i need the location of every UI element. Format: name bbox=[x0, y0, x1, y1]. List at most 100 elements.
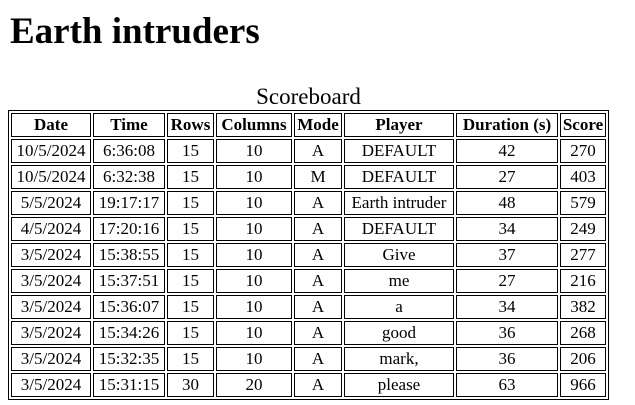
date-cell: 3/5/2024 bbox=[11, 347, 91, 371]
column-header-time: Time bbox=[93, 113, 165, 137]
rows-cell: 15 bbox=[167, 269, 214, 293]
table-row: 3/5/2024 15:38:55 15 10 A Give 37 277 bbox=[11, 243, 606, 267]
duration-cell: 36 bbox=[456, 321, 558, 345]
mode-cell: A bbox=[294, 321, 342, 345]
time-cell: 6:32:38 bbox=[93, 165, 165, 189]
time-cell: 17:20:16 bbox=[93, 217, 165, 241]
rows-cell: 15 bbox=[167, 217, 214, 241]
time-cell: 15:32:35 bbox=[93, 347, 165, 371]
duration-cell: 36 bbox=[456, 347, 558, 371]
player-cell: me bbox=[344, 269, 454, 293]
player-cell: please bbox=[344, 373, 454, 397]
rows-cell: 15 bbox=[167, 347, 214, 371]
date-cell: 3/5/2024 bbox=[11, 295, 91, 319]
column-header-rows: Rows bbox=[167, 113, 214, 137]
mode-cell: A bbox=[294, 269, 342, 293]
rows-cell: 15 bbox=[167, 139, 214, 163]
column-header-mode: Mode bbox=[294, 113, 342, 137]
columns-cell: 10 bbox=[216, 243, 292, 267]
date-cell: 3/5/2024 bbox=[11, 321, 91, 345]
mode-cell: A bbox=[294, 295, 342, 319]
column-header-player: Player bbox=[344, 113, 454, 137]
columns-cell: 20 bbox=[216, 373, 292, 397]
date-cell: 5/5/2024 bbox=[11, 191, 91, 215]
score-cell: 403 bbox=[560, 165, 606, 189]
duration-cell: 34 bbox=[456, 217, 558, 241]
rows-cell: 15 bbox=[167, 165, 214, 189]
player-cell: DEFAULT bbox=[344, 217, 454, 241]
column-header-date: Date bbox=[11, 113, 91, 137]
date-cell: 10/5/2024 bbox=[11, 165, 91, 189]
time-cell: 6:36:08 bbox=[93, 139, 165, 163]
columns-cell: 10 bbox=[216, 347, 292, 371]
mode-cell: A bbox=[294, 139, 342, 163]
player-cell: Earth intruder bbox=[344, 191, 454, 215]
score-cell: 206 bbox=[560, 347, 606, 371]
mode-cell: M bbox=[294, 165, 342, 189]
date-cell: 3/5/2024 bbox=[11, 269, 91, 293]
duration-cell: 37 bbox=[456, 243, 558, 267]
player-cell: mark, bbox=[344, 347, 454, 371]
time-cell: 19:17:17 bbox=[93, 191, 165, 215]
mode-cell: A bbox=[294, 217, 342, 241]
scoreboard-caption: Scoreboard bbox=[256, 84, 361, 109]
table-row: 5/5/2024 19:17:17 15 10 A Earth intruder 48 579 bbox=[11, 191, 606, 215]
mode-cell: A bbox=[294, 243, 342, 267]
score-cell: 216 bbox=[560, 269, 606, 293]
duration-cell: 48 bbox=[456, 191, 558, 215]
columns-cell: 10 bbox=[216, 295, 292, 319]
duration-cell: 63 bbox=[456, 373, 558, 397]
date-cell: 10/5/2024 bbox=[11, 139, 91, 163]
score-cell: 249 bbox=[560, 217, 606, 241]
score-cell: 966 bbox=[560, 373, 606, 397]
rows-cell: 30 bbox=[167, 373, 214, 397]
mode-cell: A bbox=[294, 191, 342, 215]
table-row: 10/5/2024 6:32:38 15 10 M DEFAULT 27 403 bbox=[11, 165, 606, 189]
date-cell: 3/5/2024 bbox=[11, 243, 91, 267]
time-cell: 15:31:15 bbox=[93, 373, 165, 397]
table-row: 4/5/2024 17:20:16 15 10 A DEFAULT 34 249 bbox=[11, 217, 606, 241]
duration-cell: 27 bbox=[456, 269, 558, 293]
player-cell: DEFAULT bbox=[344, 165, 454, 189]
time-cell: 15:36:07 bbox=[93, 295, 165, 319]
mode-cell: A bbox=[294, 347, 342, 371]
rows-cell: 15 bbox=[167, 191, 214, 215]
columns-cell: 10 bbox=[216, 191, 292, 215]
scoreboard-body: 10/5/2024 6:36:08 15 10 A DEFAULT 42 270 10/5/20… bbox=[11, 139, 606, 397]
date-cell: 4/5/2024 bbox=[11, 217, 91, 241]
columns-cell: 10 bbox=[216, 217, 292, 241]
player-cell: DEFAULT bbox=[344, 139, 454, 163]
column-header-score: Score bbox=[560, 113, 606, 137]
time-cell: 15:37:51 bbox=[93, 269, 165, 293]
page-title: Earth intruders bbox=[10, 11, 260, 52]
rows-cell: 15 bbox=[167, 295, 214, 319]
columns-cell: 10 bbox=[216, 321, 292, 345]
score-cell: 268 bbox=[560, 321, 606, 345]
score-cell: 579 bbox=[560, 191, 606, 215]
rows-cell: 15 bbox=[167, 321, 214, 345]
table-row: 10/5/2024 6:36:08 15 10 A DEFAULT 42 270 bbox=[11, 139, 606, 163]
columns-cell: 10 bbox=[216, 139, 292, 163]
rows-cell: 15 bbox=[167, 243, 214, 267]
date-cell: 3/5/2024 bbox=[11, 373, 91, 397]
mode-cell: A bbox=[294, 373, 342, 397]
time-cell: 15:38:55 bbox=[93, 243, 165, 267]
score-cell: 382 bbox=[560, 295, 606, 319]
column-header-columns: Columns bbox=[216, 113, 292, 137]
scoreboard-table: Scoreboard Date Time Rows Columns Mode P… bbox=[8, 84, 609, 400]
duration-cell: 27 bbox=[456, 165, 558, 189]
score-cell: 277 bbox=[560, 243, 606, 267]
player-cell: good bbox=[344, 321, 454, 345]
score-cell: 270 bbox=[560, 139, 606, 163]
column-header-duration: Duration (s) bbox=[456, 113, 558, 137]
player-cell: a bbox=[344, 295, 454, 319]
columns-cell: 10 bbox=[216, 165, 292, 189]
duration-cell: 42 bbox=[456, 139, 558, 163]
time-cell: 15:34:26 bbox=[93, 321, 165, 345]
columns-cell: 10 bbox=[216, 269, 292, 293]
